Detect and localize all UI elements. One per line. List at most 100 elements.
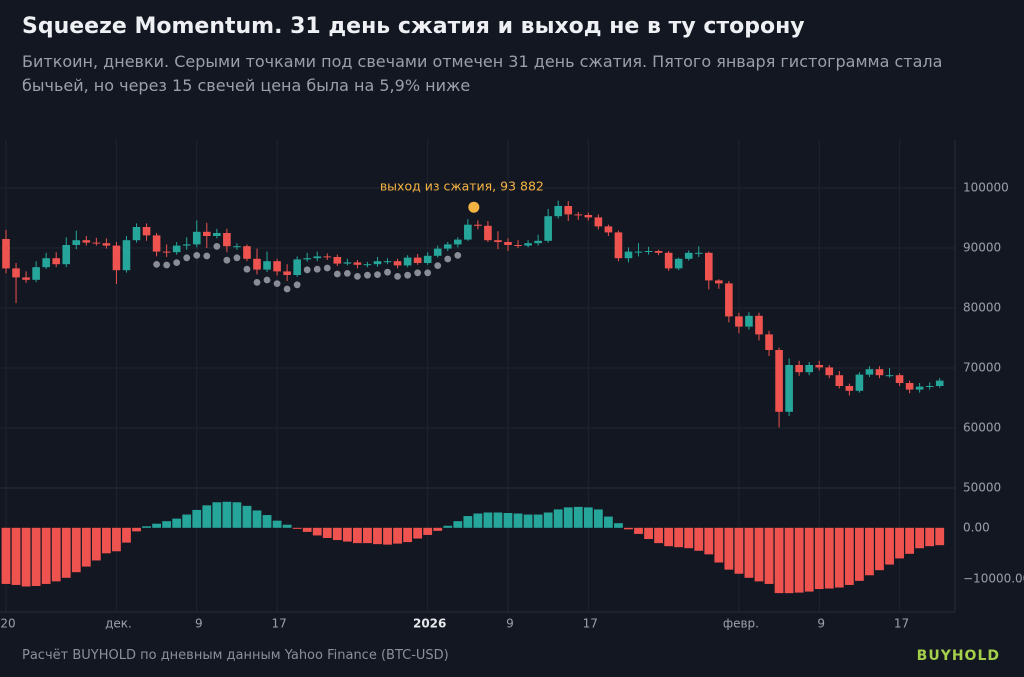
histogram-bar <box>222 501 232 528</box>
histogram-bar <box>81 527 91 567</box>
candle-body <box>865 369 874 375</box>
candle-body <box>253 258 261 270</box>
histogram-bar <box>624 527 633 530</box>
squeeze-dot <box>183 254 191 262</box>
candle-body <box>112 245 121 271</box>
candle-body <box>263 261 271 270</box>
histogram-bar <box>443 525 453 528</box>
histogram-bar <box>503 513 513 528</box>
histogram-bar <box>905 527 914 554</box>
candle-body <box>42 258 50 268</box>
histogram-bar <box>112 527 121 552</box>
candle-body <box>423 255 432 263</box>
x-tick-label: февр. <box>723 617 759 631</box>
histogram-bar <box>734 527 744 574</box>
squeeze-dot <box>424 269 432 277</box>
candle-body <box>454 239 462 245</box>
candle-body <box>273 261 281 272</box>
histogram-bar <box>724 527 734 570</box>
candle-body <box>584 215 593 218</box>
candle-body <box>383 261 392 263</box>
x-tick-label: 20 <box>0 617 15 631</box>
histogram-bar <box>483 512 493 528</box>
candle-body <box>142 227 151 236</box>
histogram-bar <box>553 509 563 528</box>
candle-body <box>283 271 291 275</box>
histogram-bar <box>533 514 543 528</box>
x-tick-label: 17 <box>583 617 598 631</box>
histogram-bar <box>634 527 643 534</box>
y-tick-label: −10000.00 <box>963 571 1024 585</box>
histogram-bar <box>292 527 302 529</box>
histogram-bar <box>182 514 192 528</box>
histogram-bar <box>363 527 372 544</box>
histogram-bar <box>262 515 272 528</box>
histogram-bar <box>885 527 894 565</box>
squeeze-dot <box>434 262 442 269</box>
squeeze-dot <box>454 252 462 259</box>
histogram-bar <box>915 527 925 549</box>
histogram-bar <box>925 527 935 547</box>
candle-body <box>203 231 211 236</box>
histogram-bar <box>654 527 663 544</box>
candle-body <box>413 257 422 263</box>
histogram-bar <box>142 526 151 528</box>
squeeze-dot <box>233 254 241 262</box>
histogram-bar <box>383 527 392 545</box>
histogram-bar <box>302 527 312 532</box>
candle-body <box>443 244 452 249</box>
candle-body <box>534 240 542 244</box>
candle-body <box>213 233 221 236</box>
histogram-bar <box>152 523 161 528</box>
candle-body <box>634 251 643 253</box>
candle-body <box>243 246 251 259</box>
candle-body <box>895 375 904 383</box>
candle-body <box>313 256 322 259</box>
x-tick-label: 9 <box>506 617 514 631</box>
histogram-bar <box>804 527 814 592</box>
histogram-bar <box>875 527 884 571</box>
candle-body <box>484 225 492 241</box>
histogram-bar <box>433 527 443 531</box>
candle-body <box>152 235 161 252</box>
candle-body <box>574 214 583 216</box>
histogram-bar <box>393 527 402 544</box>
histogram-bar <box>202 505 212 528</box>
candle-body <box>935 380 944 386</box>
candle-body <box>52 258 60 265</box>
candle-body <box>795 365 803 373</box>
squeeze-dot <box>394 273 401 280</box>
squeeze-dot <box>273 280 281 287</box>
candle-body <box>775 350 783 412</box>
histogram-bar <box>413 527 423 539</box>
candle-body <box>162 251 171 253</box>
candle-body <box>32 267 40 280</box>
source-note: Расчёт BUYHOLD по дневным данным Yahoo F… <box>22 648 449 663</box>
histogram-bar <box>573 506 583 528</box>
y-tick-label: 100000 <box>963 181 1009 195</box>
candle-body <box>664 252 673 269</box>
histogram-bar <box>764 527 774 584</box>
histogram-bar <box>814 527 824 590</box>
histogram-bar <box>312 527 322 536</box>
histogram-bar <box>172 518 182 528</box>
histogram-bar <box>71 527 81 573</box>
candle-body <box>504 242 512 245</box>
histogram-bar <box>473 513 483 528</box>
candle-body <box>82 240 91 243</box>
candle-body <box>755 315 763 335</box>
candle-body <box>293 259 301 275</box>
histogram-bar <box>282 524 292 528</box>
squeeze-dot <box>163 261 171 269</box>
candle-body <box>674 258 683 269</box>
y-tick-label: 80000 <box>963 301 1001 315</box>
histogram-bar <box>322 527 332 539</box>
candle-body <box>624 251 633 259</box>
y-tick-label: 60000 <box>963 421 1001 435</box>
histogram-bar <box>824 527 834 589</box>
histogram-bar <box>774 527 784 594</box>
squeeze-dot <box>364 271 371 279</box>
histogram-bar <box>513 513 523 528</box>
histogram-bar <box>684 527 694 549</box>
y-tick-label: 90000 <box>963 241 1001 255</box>
